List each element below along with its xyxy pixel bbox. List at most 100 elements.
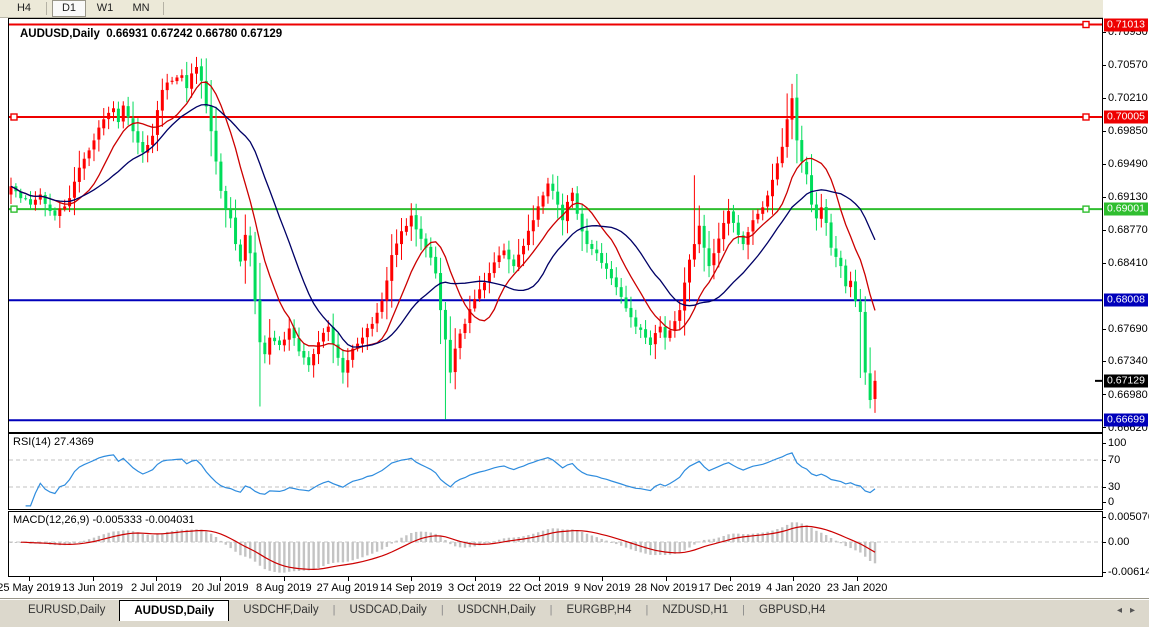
date-label: 9 Nov 2019 — [574, 582, 631, 594]
ma-slow-line — [10, 103, 876, 348]
rsi-tick — [1103, 487, 1106, 488]
date-label: 25 May 2019 — [0, 582, 61, 594]
date-tick — [92, 577, 94, 581]
chart-tab-bar: EURUSD,Daily AUDUSD,Daily USDCHF,Daily | USD… — [0, 600, 1149, 627]
tab-separator: | — [332, 604, 336, 616]
price-tick-label: 0.69490 — [1108, 158, 1148, 171]
macd-tick — [1103, 517, 1106, 518]
price-tick-label: 0.69130 — [1108, 191, 1148, 204]
candles-layer — [9, 56, 877, 420]
chart-title-ohlc: 0.66931 0.67242 0.66780 0.67129 — [106, 28, 283, 40]
macd-axis-label: 0.005076 — [1108, 511, 1149, 523]
chart-tab-eurgbp[interactable]: EURGBP,H4 — [566, 604, 632, 616]
tab-scroll-arrows: ◂▸ — [1117, 605, 1143, 616]
price-tick-label: 0.70210 — [1108, 92, 1148, 105]
rsi-tick — [1103, 443, 1106, 444]
date-label: 22 Oct 2019 — [508, 582, 569, 594]
price-tick — [1103, 394, 1106, 396]
price-tick-label: 0.68410 — [1108, 257, 1148, 270]
price-tick — [1103, 130, 1106, 132]
date-label: 8 Aug 2019 — [255, 582, 312, 594]
price-tick-label: 0.67690 — [1108, 323, 1148, 336]
hline-handle-right[interactable] — [1082, 20, 1090, 29]
rsi-axis-label: 30 — [1108, 481, 1121, 493]
tab-separator: | — [440, 604, 444, 616]
price-badge-0.70005: 0.70005 — [1104, 110, 1148, 124]
price-tick — [1103, 163, 1106, 165]
date-tick — [474, 577, 476, 581]
date-tick — [793, 577, 795, 581]
date-tick — [283, 577, 285, 581]
tab-separator: | — [549, 604, 553, 616]
date-label: 17 Dec 2019 — [698, 582, 761, 594]
chart-tab-eurusd[interactable]: EURUSD,Daily — [28, 604, 106, 616]
date-tick — [538, 577, 540, 581]
date-label: 14 Sep 2019 — [379, 582, 443, 594]
date-tick — [29, 577, 30, 581]
time-axis[interactable]: 25 May 2019 13 Jun 2019 2 Jul 2019 20 Jul 2… — [0, 577, 1103, 598]
price-tick-label: 0.66980 — [1108, 388, 1148, 401]
hline-handle-right[interactable] — [1082, 113, 1090, 121]
ma-fast-line — [10, 81, 876, 352]
rsi-indicator-panel[interactable]: RSI(14) 27.4369 — [8, 433, 1103, 510]
date-tick — [411, 577, 413, 581]
price-tick — [1103, 97, 1106, 99]
chart-tab-usdcad[interactable]: USDCAD,Daily — [349, 604, 427, 616]
date-label: 2 Jul 2019 — [131, 582, 182, 594]
rsi-label: RSI(14) 27.4369 — [13, 436, 94, 448]
hline-handle-left[interactable] — [10, 205, 18, 213]
price-axis[interactable]: 0.70930 0.70570 0.70210 0.69850 0.69490 0.691… — [1103, 0, 1149, 598]
tab-separator: | — [645, 604, 649, 616]
timeframe-button-w1[interactable]: W1 — [96, 2, 114, 14]
chart-tab-usdcnh[interactable]: USDCNH,Daily — [457, 604, 536, 616]
date-tick — [156, 577, 158, 581]
statusbar-divider — [0, 598, 1149, 599]
macd-tick — [1103, 572, 1106, 573]
price-tick — [1103, 360, 1106, 362]
rsi-canvas[interactable] — [9, 434, 1102, 509]
chart-title-symbol: AUDUSD,Daily — [20, 28, 100, 40]
macd-indicator-panel[interactable]: MACD(12,26,9) -0.005333 -0.004031 — [8, 511, 1103, 577]
date-label: 13 Jun 2019 — [62, 582, 123, 594]
rsi-tick — [1103, 502, 1106, 503]
date-tick — [220, 577, 222, 581]
price-tick — [1103, 64, 1106, 66]
date-tick — [666, 577, 667, 581]
price-chart-canvas[interactable] — [9, 19, 1102, 432]
price-chart-panel[interactable]: AUDUSD,Daily 0.66931 0.67242 0.66780 0.6… — [8, 18, 1103, 433]
current-price-tick — [1095, 379, 1102, 382]
price-tick-label: 0.69850 — [1108, 125, 1148, 138]
tab-scroll-left-icon[interactable]: ◂ — [1116, 605, 1130, 616]
date-label: 20 Jul 2019 — [191, 582, 249, 594]
rsi-axis-label: 70 — [1108, 454, 1121, 466]
macd-axis-label: 0.00 — [1108, 536, 1130, 548]
date-label: 28 Nov 2019 — [634, 582, 698, 594]
chart-tab-gbpusd[interactable]: GBPUSD,H4 — [759, 604, 826, 616]
rsi-line — [25, 452, 876, 507]
chart-tab-audusd[interactable]: AUDUSD,Daily — [119, 600, 230, 621]
hline-handle-left[interactable] — [10, 113, 18, 121]
hline-handle-right[interactable] — [1082, 205, 1090, 213]
price-badge-0.69001: 0.69001 — [1104, 202, 1148, 216]
chart-tab-usdchf[interactable]: USDCHF,Daily — [243, 604, 319, 616]
date-tick — [857, 577, 859, 581]
chart-tab-nzdusd[interactable]: NZDUSD,H1 — [662, 604, 729, 616]
chart-title: AUDUSD,Daily 0.66931 0.67242 0.66780 0.6… — [15, 28, 282, 40]
timeframe-button-mn[interactable]: MN — [132, 2, 150, 14]
price-tick — [1103, 262, 1106, 264]
rsi-tick — [1103, 460, 1106, 461]
price-badge-0.67129: 0.67129 — [1104, 374, 1148, 388]
date-label: 27 Aug 2019 — [316, 582, 379, 594]
macd-histogram — [9, 522, 877, 573]
timeframe-button-d1[interactable]: D1 — [52, 0, 86, 17]
date-label: 23 Jan 2020 — [826, 582, 888, 594]
timeframe-button-h4[interactable]: H4 — [16, 2, 32, 14]
tab-scroll-right-icon[interactable]: ▸ — [1129, 605, 1143, 616]
macd-canvas[interactable] — [9, 512, 1102, 576]
macd-label: MACD(12,26,9) -0.005333 -0.004031 — [13, 514, 195, 526]
price-tick — [1103, 328, 1106, 330]
price-tick — [1103, 31, 1106, 33]
rsi-axis-label: 0 — [1108, 496, 1115, 508]
date-tick — [602, 577, 604, 581]
price-tick-label: 0.68770 — [1108, 224, 1148, 237]
